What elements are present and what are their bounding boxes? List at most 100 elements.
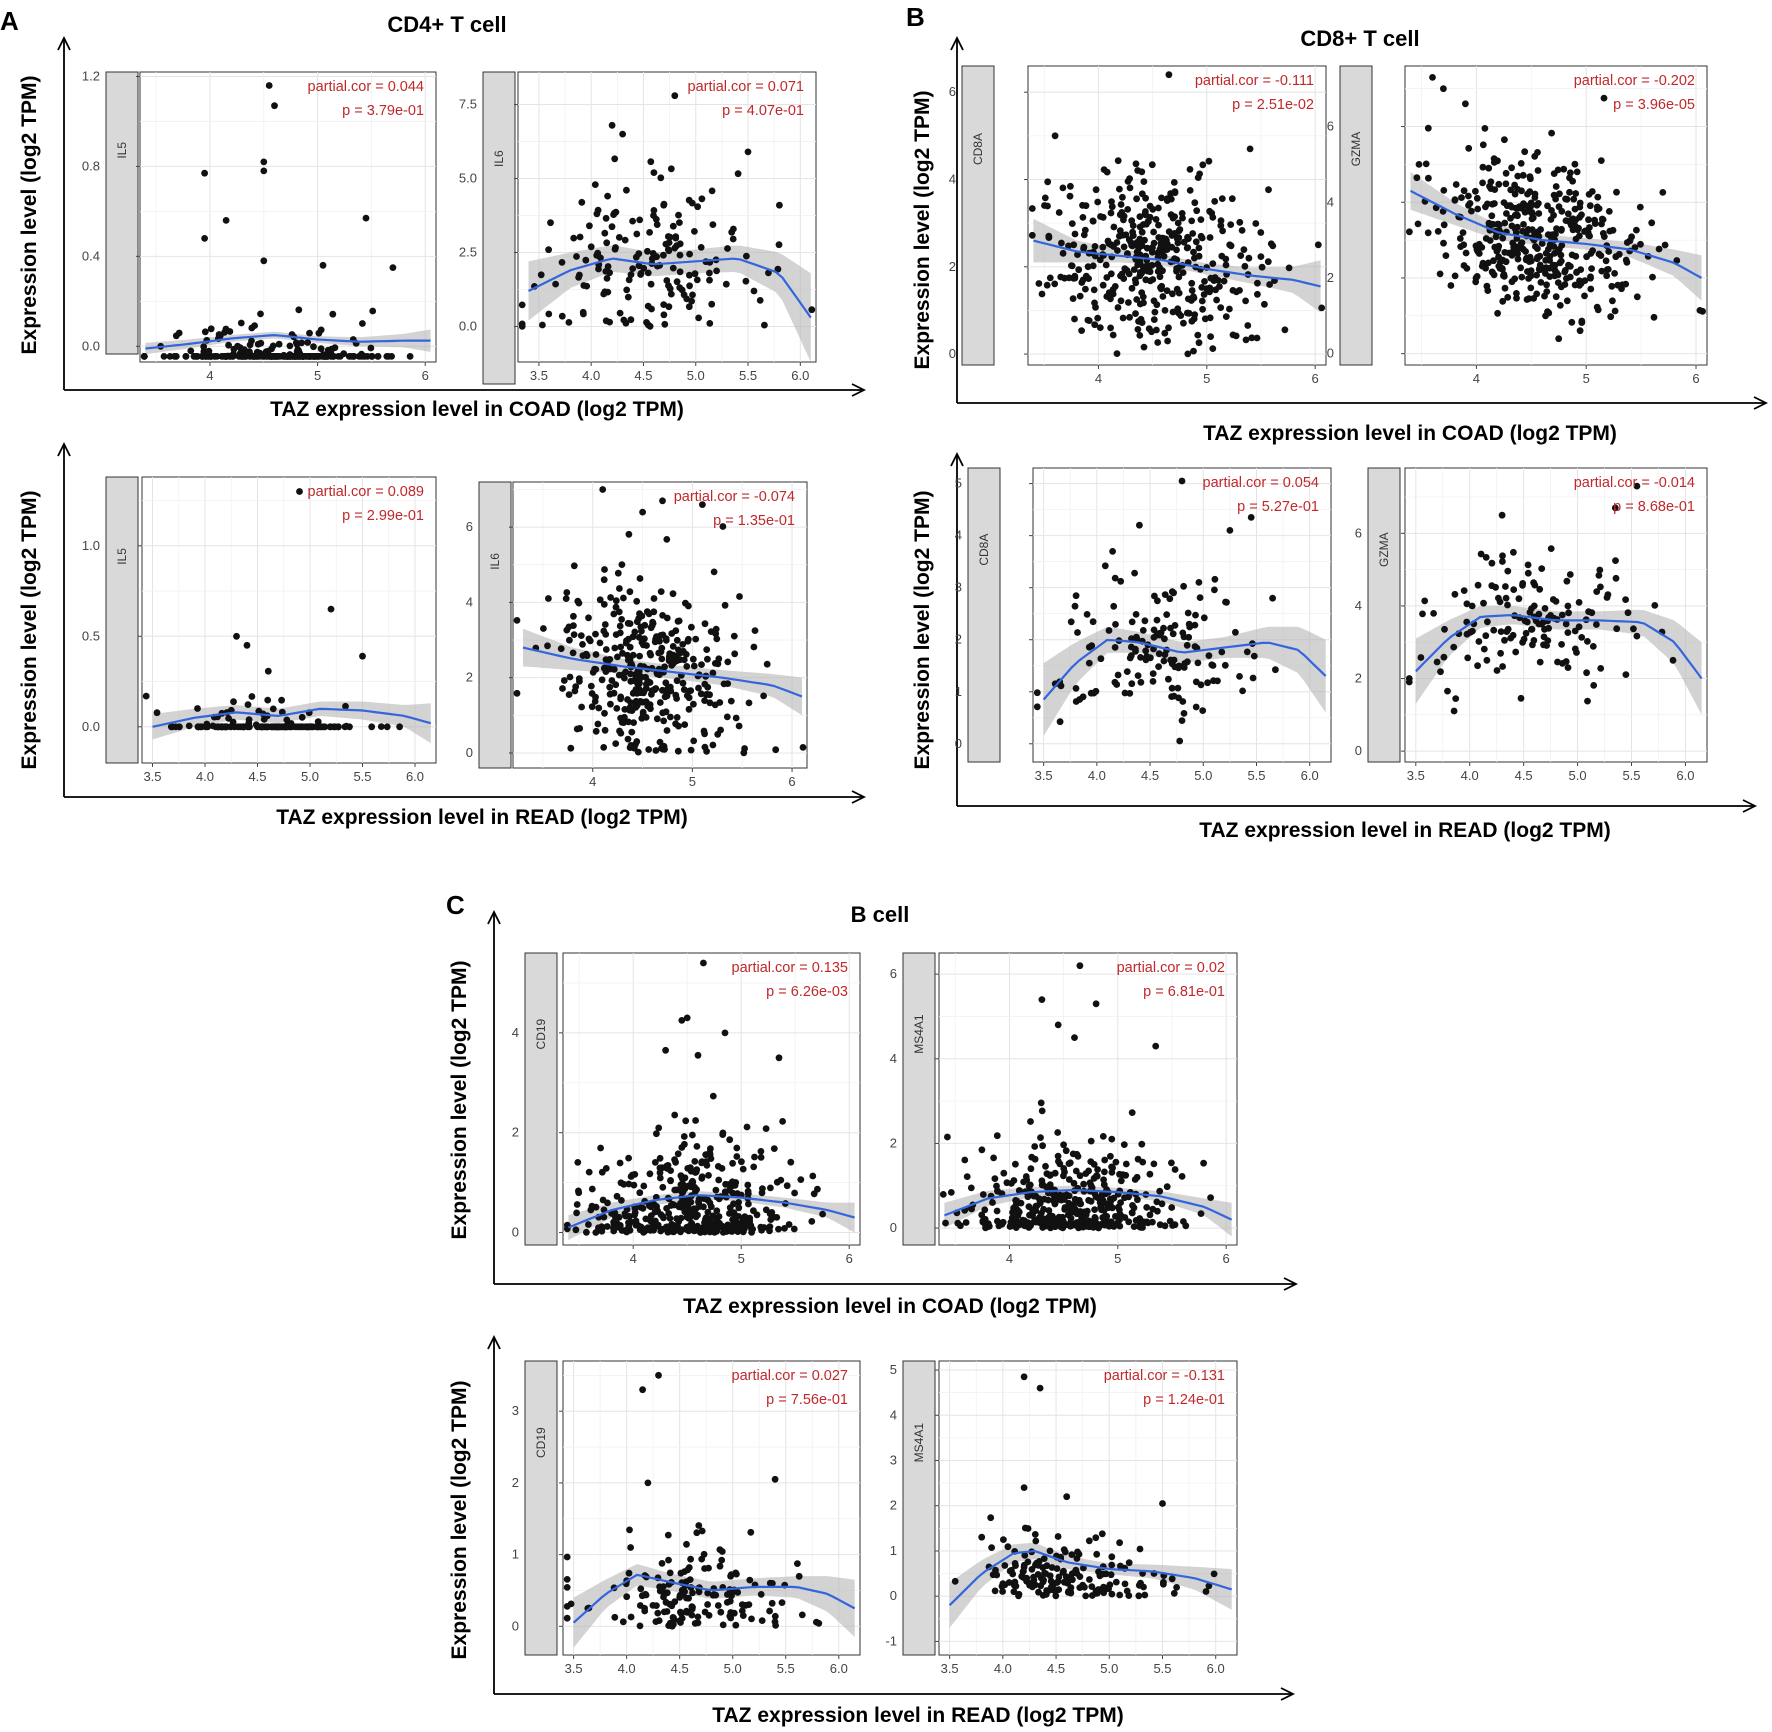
data-point [565, 691, 573, 698]
data-point [642, 684, 650, 692]
data-point [718, 1165, 726, 1172]
data-point [1585, 608, 1592, 615]
data-point [643, 319, 650, 326]
data-point [602, 317, 610, 325]
data-point [1513, 211, 1521, 219]
data-point [698, 1527, 706, 1535]
x-tick-label: 6 [846, 1251, 853, 1266]
loess-fit-line [1409, 189, 1703, 279]
data-point [1091, 321, 1099, 329]
data-point [599, 1196, 607, 1204]
y-tick-label: 2 [512, 1125, 519, 1140]
data-point [1107, 270, 1115, 278]
data-point [1057, 273, 1065, 281]
data-point [565, 319, 573, 326]
data-point [614, 653, 621, 661]
data-point [263, 723, 271, 731]
data-point [222, 325, 230, 333]
data-point [1573, 168, 1581, 176]
data-point [1166, 1217, 1174, 1225]
data-point [1036, 1384, 1044, 1392]
data-point [1566, 188, 1573, 196]
x-tick-label: 6.0 [406, 769, 424, 784]
data-point [601, 566, 608, 573]
data-point [1087, 1158, 1095, 1165]
data-point [733, 1153, 741, 1160]
data-point [1015, 1592, 1022, 1600]
data-point [718, 1556, 726, 1564]
data-point [1543, 281, 1550, 289]
x-axis-title: TAZ expression level in READ (log2 TPM) [276, 806, 688, 829]
data-point [1146, 268, 1154, 276]
data-point [1569, 226, 1577, 234]
data-point [624, 656, 632, 664]
data-point [744, 148, 752, 156]
data-point [1244, 322, 1252, 329]
data-point [578, 198, 586, 206]
data-point [611, 644, 619, 652]
data-point [237, 319, 245, 327]
data-point [1546, 264, 1554, 272]
data-point [1466, 628, 1474, 636]
data-point [1198, 297, 1206, 305]
data-point [993, 1182, 1000, 1190]
data-point [659, 1183, 667, 1191]
data-point [1585, 216, 1592, 224]
data-point [719, 523, 727, 530]
data-point [991, 1175, 999, 1182]
data-point [1156, 273, 1164, 281]
data-point [1120, 216, 1127, 224]
data-point [612, 244, 619, 251]
data-point [1183, 641, 1191, 649]
loess-fit-line [1033, 239, 1321, 288]
data-point [689, 1177, 696, 1185]
data-point [617, 643, 625, 651]
data-point [1178, 717, 1186, 724]
data-point [260, 257, 268, 265]
data-point [1107, 295, 1114, 303]
data-point [745, 699, 753, 707]
data-point [1519, 171, 1527, 179]
data-point [1082, 285, 1089, 293]
data-point [722, 280, 730, 288]
data-point [1222, 255, 1230, 263]
data-points [563, 1371, 823, 1630]
data-point [673, 636, 681, 644]
data-point [1145, 325, 1153, 333]
data-point [588, 703, 596, 711]
data-point [327, 605, 335, 613]
data-point [245, 719, 253, 727]
data-point [712, 630, 720, 638]
data-point [637, 270, 645, 277]
data-point [692, 1168, 700, 1176]
data-point [1054, 1129, 1062, 1136]
data-point [1116, 1222, 1124, 1230]
data-point [1168, 588, 1176, 596]
data-point [1096, 256, 1104, 264]
plot-layers [1033, 477, 1327, 745]
y-arrowhead [57, 35, 71, 51]
data-point [1171, 663, 1179, 671]
data-point [712, 1591, 720, 1599]
data-point [588, 1185, 596, 1193]
data-point [264, 667, 272, 675]
data-point [1534, 149, 1541, 156]
data-point [1206, 314, 1214, 322]
loess-fit-line [152, 707, 432, 728]
data-point [1541, 292, 1548, 300]
data-point [1254, 290, 1261, 298]
data-point [1114, 304, 1122, 311]
x-tick-label: 6 [422, 368, 429, 383]
data-point [1117, 1177, 1125, 1185]
data-point [592, 1229, 600, 1236]
data-point [1562, 217, 1570, 225]
data-point [1174, 239, 1182, 247]
data-point [1417, 654, 1425, 661]
data-point [1165, 675, 1172, 683]
data-point [1598, 267, 1606, 275]
data-point [639, 1204, 647, 1212]
data-point [1584, 697, 1591, 705]
data-point [1518, 273, 1526, 281]
data-point [359, 652, 366, 660]
data-point [999, 1580, 1007, 1587]
